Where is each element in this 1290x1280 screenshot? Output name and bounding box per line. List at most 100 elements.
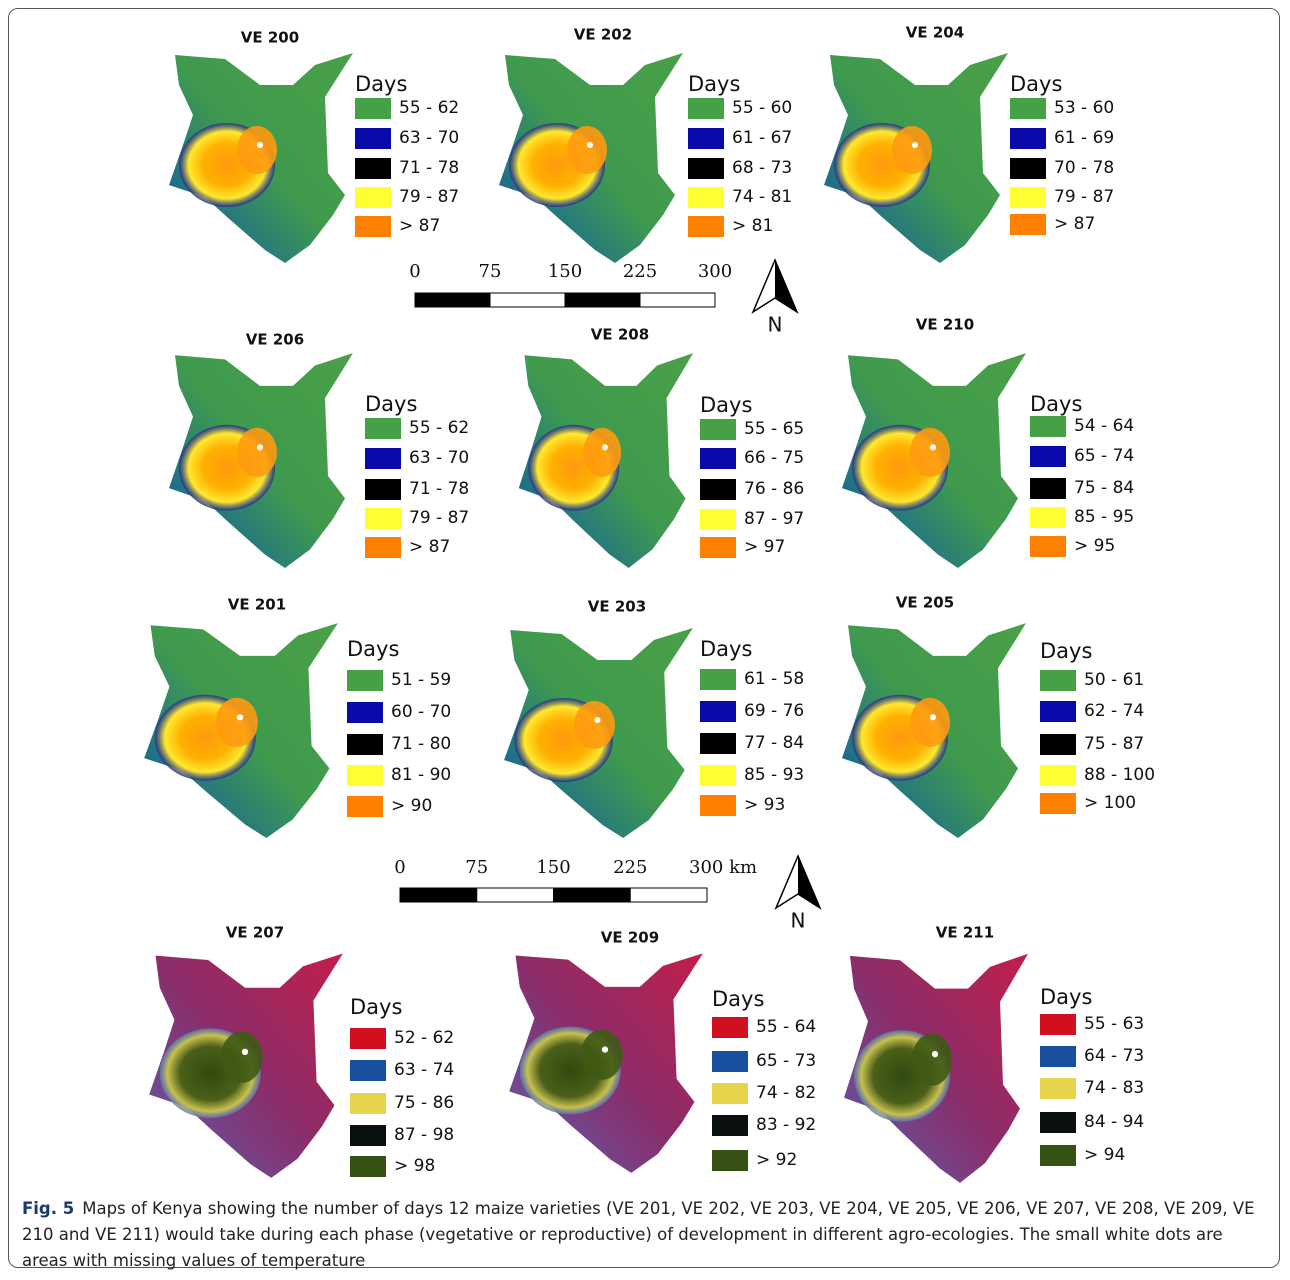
legend-label: 74 - 83 — [1084, 1078, 1144, 1098]
scale-label: 0 — [409, 261, 420, 282]
map — [169, 353, 353, 568]
legend-swatch — [1030, 507, 1066, 528]
legend-swatch — [688, 98, 724, 119]
highland-zone — [215, 697, 258, 747]
legend-swatch — [1040, 1046, 1076, 1067]
legend-swatch — [1010, 214, 1046, 235]
scale-label: 150 — [536, 857, 570, 878]
legend-label: 81 - 90 — [391, 765, 451, 785]
legend-title: Days — [700, 393, 752, 417]
legend-title: Days — [700, 637, 752, 661]
caption: Fig. 5 Maps of Kenya showing the number o… — [22, 1196, 1267, 1274]
legend-swatch — [688, 158, 724, 179]
legend-swatch — [355, 128, 391, 149]
legend-swatch — [350, 1028, 386, 1049]
legend-swatch — [355, 216, 391, 237]
missing-dot — [601, 1046, 609, 1053]
legend-label: 64 - 73 — [1084, 1046, 1144, 1066]
highland-zone — [573, 701, 615, 749]
panel-title: VE 207 — [226, 924, 284, 942]
legend-label: 52 - 62 — [394, 1028, 454, 1048]
legend-swatch — [350, 1093, 386, 1114]
legend-label: 74 - 82 — [756, 1083, 816, 1103]
scale-segment — [414, 292, 491, 308]
legend-swatch — [365, 479, 401, 500]
panel-title: VE 208 — [591, 326, 649, 344]
missing-dot — [912, 142, 918, 148]
legend-title: Days — [712, 987, 764, 1011]
north-label: N — [791, 909, 806, 933]
missing-dot — [932, 1050, 938, 1058]
legend-title: Days — [1040, 639, 1092, 663]
missing-dot — [236, 714, 244, 721]
legend-label: 55 - 65 — [744, 419, 804, 439]
panel-title: VE 203 — [588, 598, 646, 616]
legend-label: 74 - 81 — [732, 187, 792, 207]
legend-swatch — [700, 509, 736, 530]
missing-dot — [594, 717, 601, 723]
highland-zone — [912, 1033, 952, 1086]
legend-swatch — [347, 765, 383, 786]
legend-swatch — [355, 98, 391, 119]
legend-swatch — [700, 448, 736, 469]
legend-label: > 87 — [409, 537, 450, 557]
legend-label: 61 - 69 — [1054, 128, 1114, 148]
legend-swatch — [1010, 98, 1046, 119]
scale-label: 75 — [465, 857, 488, 878]
scale-segment — [564, 292, 641, 308]
legend-swatch — [1010, 158, 1046, 179]
caption-label: Fig. 5 — [22, 1199, 75, 1218]
legend-swatch — [700, 537, 736, 558]
legend-title: Days — [365, 392, 417, 416]
panel-title: VE 210 — [916, 316, 974, 334]
legend-swatch — [1040, 670, 1076, 691]
legend-swatch — [365, 537, 401, 558]
legend-swatch — [700, 701, 736, 722]
legend-title: Days — [1030, 392, 1082, 416]
scale-segment — [629, 887, 708, 903]
legend-swatch — [1030, 416, 1066, 437]
scale-label: 300 — [698, 261, 732, 282]
legend-label: 68 - 73 — [732, 158, 792, 178]
legend-label: 70 - 78 — [1054, 158, 1114, 178]
highland-zone — [567, 126, 607, 174]
scale-label: 225 — [623, 261, 657, 282]
legend-label: 71 - 78 — [409, 479, 469, 499]
legend-label: 55 - 62 — [409, 418, 469, 438]
panel-title: VE 211 — [936, 924, 994, 942]
legend-label: > 92 — [756, 1150, 797, 1170]
legend-label: 87 - 97 — [744, 509, 804, 529]
legend-label: 75 - 86 — [394, 1093, 454, 1113]
legend-label: > 87 — [399, 216, 440, 236]
panel-title: VE 201 — [228, 596, 286, 614]
legend-swatch — [347, 734, 383, 755]
highland-zone — [237, 427, 277, 477]
scale-label: 75 — [479, 261, 502, 282]
missing-dot — [930, 444, 936, 451]
panel-title: VE 206 — [246, 331, 304, 349]
missing-dot — [257, 142, 263, 148]
legend-label: > 98 — [394, 1156, 435, 1176]
map — [149, 953, 343, 1178]
panel-title: VE 200 — [241, 29, 299, 47]
legend-swatch — [712, 1017, 748, 1038]
scale-label: 150 — [548, 261, 582, 282]
legend-label: 71 - 78 — [399, 158, 459, 178]
panel-title: VE 205 — [896, 594, 954, 612]
legend-swatch — [1040, 765, 1076, 786]
legend-label: 55 - 63 — [1084, 1014, 1144, 1034]
panel-title: VE 202 — [574, 26, 632, 44]
legend-label: 63 - 70 — [399, 128, 459, 148]
scale-label: 225 — [613, 857, 647, 878]
scale-segment — [639, 292, 716, 308]
highland-zone — [237, 126, 277, 174]
legend-swatch — [700, 419, 736, 440]
highland-zone — [220, 1031, 263, 1083]
highland-zone — [580, 1029, 623, 1080]
caption-text: Maps of Kenya showing the number of days… — [22, 1199, 1255, 1270]
map — [842, 353, 1026, 568]
scale-segment — [489, 292, 566, 308]
legend-label: 83 - 92 — [756, 1115, 816, 1135]
legend-label: 63 - 74 — [394, 1060, 454, 1080]
legend-label: 63 - 70 — [409, 448, 469, 468]
